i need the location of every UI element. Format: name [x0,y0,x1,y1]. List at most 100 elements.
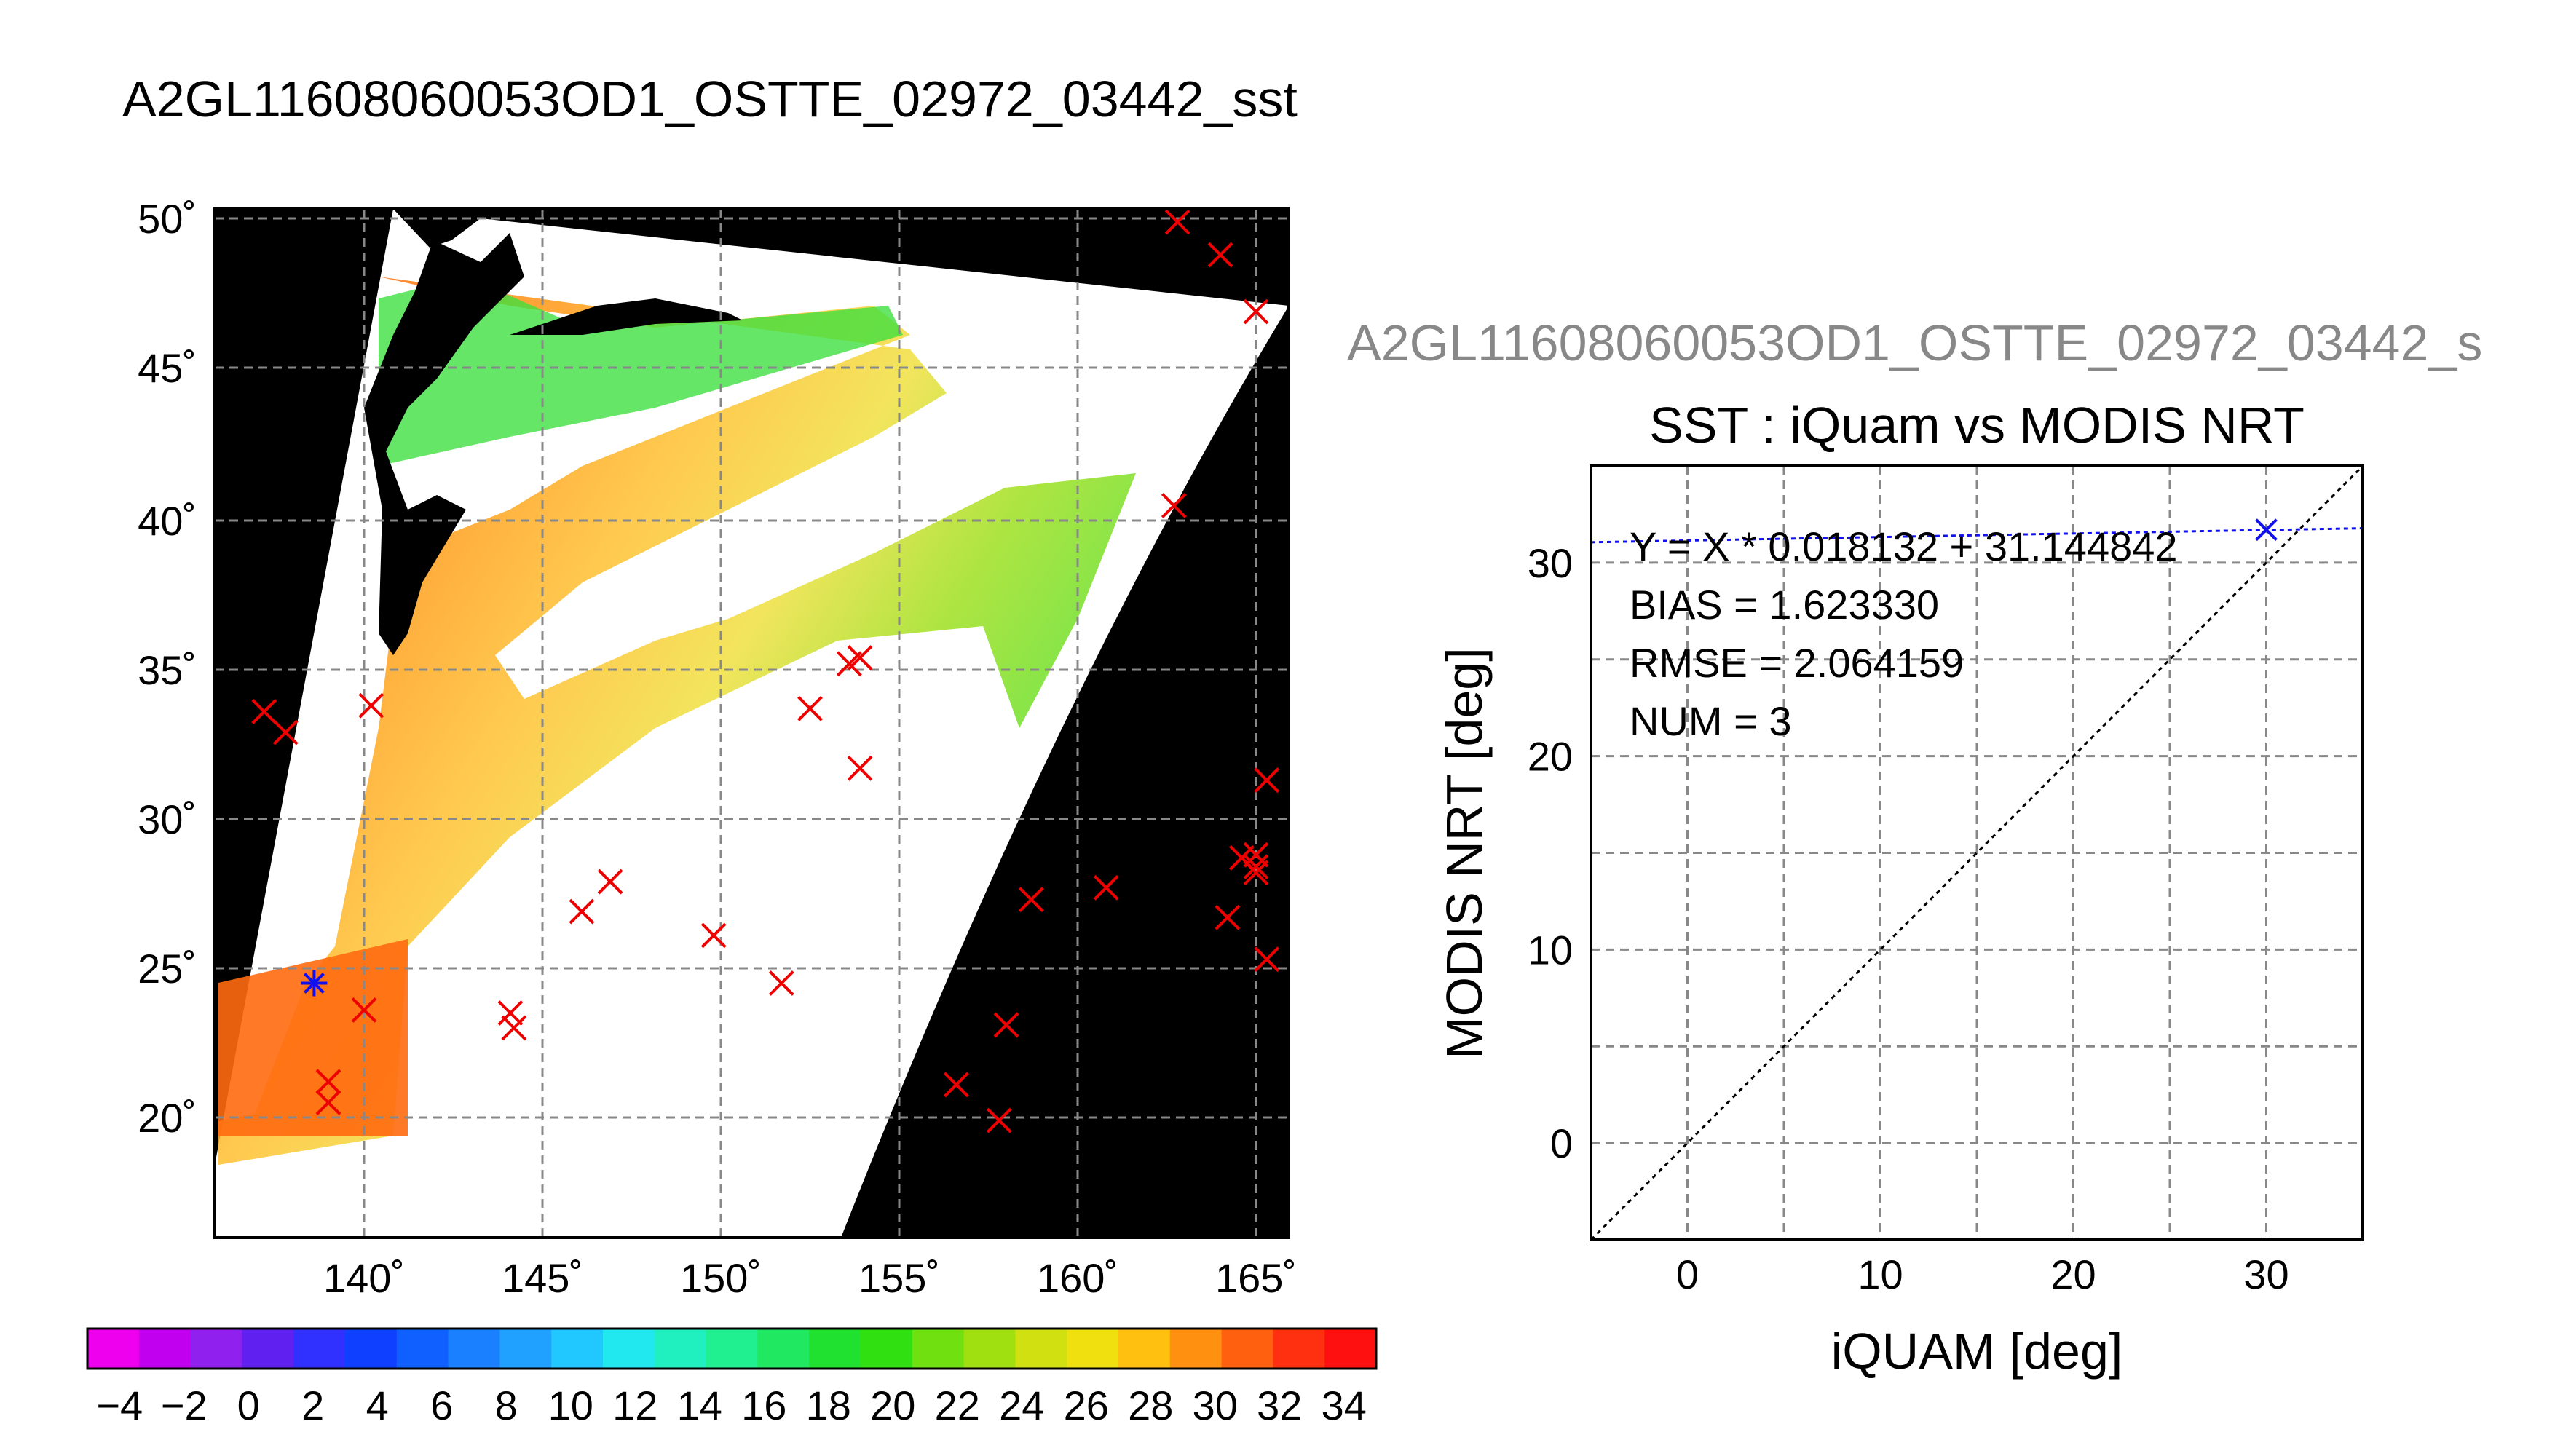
red-marker [847,755,873,781]
red-marker [597,869,623,895]
colorbar-tick: 16 [741,1382,786,1428]
red-marker [351,997,377,1023]
scatter-header: A2GL11608060053OD1_OSTTE_02972_03442_s [1347,314,2482,371]
map-y-tick: 50˚ [138,196,197,242]
annotation-rmse: RMSE = 2.064159 [1630,640,1964,686]
scatter-annotations: Y = X * 0.018132 + 31.144842 BIAS = 1.62… [1630,523,2178,744]
colorbar-swatch [706,1329,759,1369]
red-marker [1254,946,1280,973]
red-marker [1243,854,1269,880]
scatter-y-tick: 10 [1528,927,1573,973]
red-marker [1018,887,1044,913]
map-x-tick: 145˚ [502,1255,583,1301]
map-y-tick: 20˚ [138,1095,197,1141]
red-marker [251,698,277,724]
red-marker [315,1069,341,1095]
data-point [2255,518,2278,542]
scatter-title: SST : iQuam vs MODIS NRT [1649,397,2305,454]
red-marker [501,1015,527,1041]
colorbar-swatch [809,1329,861,1369]
colorbar-tick: 12 [612,1382,657,1428]
red-marker [1215,904,1241,930]
colorbar-frame [86,1327,1378,1370]
scatter-x-tick: 30 [2243,1251,2289,1297]
red-marker [497,1000,524,1026]
colorbar [87,1329,1377,1369]
colorbar-tick: 22 [935,1382,980,1428]
red-marker [797,695,823,721]
fit-line [1590,527,2364,544]
map-y-tick: 35˚ [138,647,197,693]
colorbar-swatch [912,1329,965,1369]
map-x-tick: 155˚ [858,1255,940,1301]
colorbar-swatch [1221,1329,1274,1369]
colorbar-swatch [603,1329,655,1369]
map-y-ticks: 20˚ 25˚ 30˚ 35˚ 40˚ 45˚ 50˚ [138,196,197,1141]
colorbar-swatch [654,1329,707,1369]
red-marker [315,1090,341,1115]
map-y-tick: 45˚ [138,345,197,391]
colorbar-swatch [138,1329,191,1369]
colorbar-swatch [242,1329,295,1369]
colorbar-swatch [345,1329,398,1369]
red-marker [700,922,727,949]
colorbar-swatch [293,1329,346,1369]
colorbar-swatch [1324,1329,1377,1369]
red-marker [272,719,299,745]
scatter-x-tick: 0 [1676,1251,1699,1297]
red-marker [768,970,794,996]
sst-south-orange [218,939,408,1136]
red-marker [1161,493,1187,518]
land-kuril [510,298,743,335]
scatter-xlabel: iQUAM [deg] [1831,1323,2123,1380]
red-marker [847,645,873,671]
map-x-ticks: 140˚ 145˚ 150˚ 155˚ 160˚ 165˚ [323,1255,1297,1301]
colorbar-tick: 18 [806,1382,851,1428]
red-marker [1254,767,1280,794]
colorbar-tick: 24 [999,1382,1044,1428]
map-x-tick: 160˚ [1037,1255,1118,1301]
map-y-tick: 25˚ [138,946,197,992]
annotation-bias: BIAS = 1.623330 [1630,582,1939,628]
colorbar-tick: 0 [237,1382,260,1428]
colorbar-tick: −2 [161,1382,208,1428]
colorbar-swatch [757,1329,810,1369]
colorbar-swatch [963,1329,1016,1369]
annotation-num: NUM = 3 [1630,698,1792,744]
colorbar-swatch [1118,1329,1171,1369]
colorbar-swatch [396,1329,449,1369]
colorbar-tick: 34 [1322,1382,1367,1428]
red-marker [358,692,384,719]
red-marker [1207,242,1233,268]
colorbar-swatch [1015,1329,1068,1369]
identity-line [1590,464,2364,1241]
colorbar-swatch [448,1329,501,1369]
scatter-y-tick: 30 [1528,540,1573,586]
map-x-tick: 150˚ [680,1255,762,1301]
blue-marker [301,970,328,997]
scatter-y-tick: 20 [1528,734,1573,780]
colorbar-swatch [499,1329,553,1369]
colorbar-tick: 2 [301,1382,324,1428]
map-markers [251,209,1280,1133]
sst-green-north [379,277,903,466]
colorbar-tick: 26 [1064,1382,1109,1428]
red-marker [1243,842,1269,868]
land-sakhalin [393,209,481,248]
scatter-plot [1590,464,2364,1241]
map-title: A2GL11608060053OD1_OSTTE_02972_03442_sst [122,71,1298,127]
map-frame [213,207,1290,1239]
scatter-ticks: 0 10 20 30 0 10 20 30 [1528,540,2289,1297]
colorbar-tick: 10 [548,1382,593,1428]
colorbar-ticks: −4 −2 0 2 4 6 8 10 12 14 16 18 20 22 24 26 28 30 32 34 [96,1382,1367,1428]
red-marker [569,898,595,925]
colorbar-swatch [861,1329,913,1369]
red-marker [1243,298,1269,325]
colorbar-swatch [1169,1329,1223,1369]
colorbar-tick: 32 [1257,1382,1302,1428]
colorbar-tick: 8 [495,1382,518,1428]
map-x-tick: 165˚ [1215,1255,1297,1301]
colorbar-swatch [1067,1329,1119,1369]
scatter-ylabel: MODIS NRT [deg] [1436,647,1493,1059]
